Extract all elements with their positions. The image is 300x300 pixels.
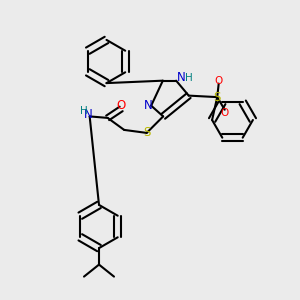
Text: N: N [177,71,186,84]
Text: O: O [116,99,126,112]
Text: O: O [214,76,223,85]
Text: S: S [214,91,221,103]
Text: S: S [143,126,150,140]
Text: O: O [220,108,229,118]
Text: N: N [144,99,153,112]
Text: H: H [185,73,193,83]
Text: H: H [80,106,88,116]
Text: N: N [84,108,92,122]
